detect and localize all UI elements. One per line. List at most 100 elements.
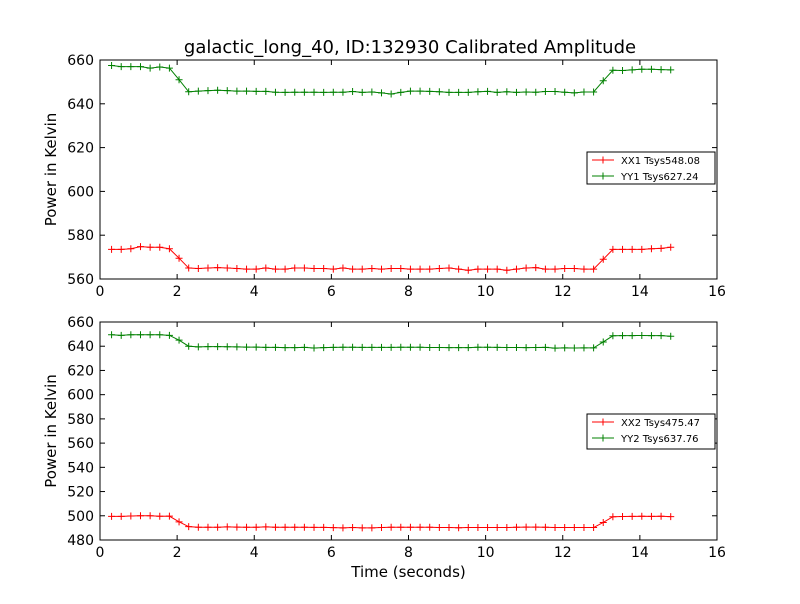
data-point [175,254,183,262]
data-point [416,343,424,351]
data-point [484,524,492,532]
y-tick-label: 640 [67,97,94,113]
data-point [194,523,202,531]
data-point [329,265,337,273]
data-point [146,243,154,251]
data-point [657,244,665,252]
data-point [320,88,328,96]
data-point [455,265,463,273]
series-1 [108,243,675,274]
data-point [484,343,492,351]
data-point [647,65,655,73]
data-point [464,266,472,274]
data-point [117,331,125,339]
y-tick-label: 520 [67,485,94,501]
data-point [300,343,308,351]
data-point [561,344,569,352]
data-point [512,523,520,531]
data-point [387,90,395,98]
data-point [349,343,357,351]
data-point [406,343,414,351]
data-point [281,88,289,96]
series-1 [108,512,675,532]
data-point [252,523,260,531]
legend-marker [599,418,607,426]
data-point [503,266,511,274]
data-point [484,265,492,273]
data-point [281,265,289,273]
data-point [165,64,173,72]
data-point [541,265,549,273]
data-point [339,524,347,532]
data-point [349,524,357,532]
data-point [233,264,241,272]
legend: XX1 Tsys548.08 YY1 Tsys627.24 [586,151,716,185]
data-point [609,66,617,74]
data-point [146,331,154,339]
data-point [503,524,511,532]
data-point [493,265,501,273]
data-point [551,344,559,352]
data-point [435,344,443,352]
data-point [541,523,549,531]
data-point [493,524,501,532]
data-point [474,88,482,96]
data-point [368,264,376,272]
data-point [243,343,251,351]
x-tick-label: 10 [477,545,495,561]
data-point [590,265,598,273]
y-tick-label: 600 [67,388,94,404]
legend-label: YY1 Tsys627.24 [620,172,699,183]
data-point [175,518,183,526]
data-point [108,61,116,69]
data-point [416,523,424,531]
data-point [551,88,559,96]
data-point [551,265,559,273]
data-point [146,512,154,520]
data-point [512,265,520,273]
data-point [628,332,636,340]
data-point [320,264,328,272]
x-tick-label: 2 [173,545,182,561]
data-point [204,264,212,272]
data-point [570,344,578,352]
data-point [223,264,231,272]
data-point [175,76,183,84]
data-point [397,523,405,531]
data-point [243,87,251,95]
data-point [590,524,598,532]
data-point [619,67,627,75]
data-point [117,512,125,520]
data-point [339,88,347,96]
data-point [541,88,549,96]
data-point [570,89,578,97]
data-point [156,63,164,71]
data-point [349,88,357,96]
data-point [223,343,231,351]
data-point [185,342,193,350]
data-point [358,88,366,96]
data-point [522,523,530,531]
data-point [358,265,366,273]
legend-box [586,151,716,185]
data-point [233,343,241,351]
data-point [561,88,569,96]
data-point [638,65,646,73]
data-point [397,343,405,351]
data-point [455,344,463,352]
data-point [194,87,202,95]
data-point [503,88,511,96]
legend: XX2 Tsys475.47 YY2 Tsys637.76 [586,413,716,450]
data-point [397,88,405,96]
subplot-2: 0 2 4 6 8 10 12 14 16 480 500 520 540 560 580 600 620 640… [42,315,726,581]
data-point [435,88,443,96]
x-tick-label: 4 [250,545,259,561]
data-point [609,245,617,253]
y-tick-label: 580 [67,228,94,244]
y-tick-label: 620 [67,141,94,157]
data-point [175,336,183,344]
data-point [570,264,578,272]
data-point [599,338,607,346]
